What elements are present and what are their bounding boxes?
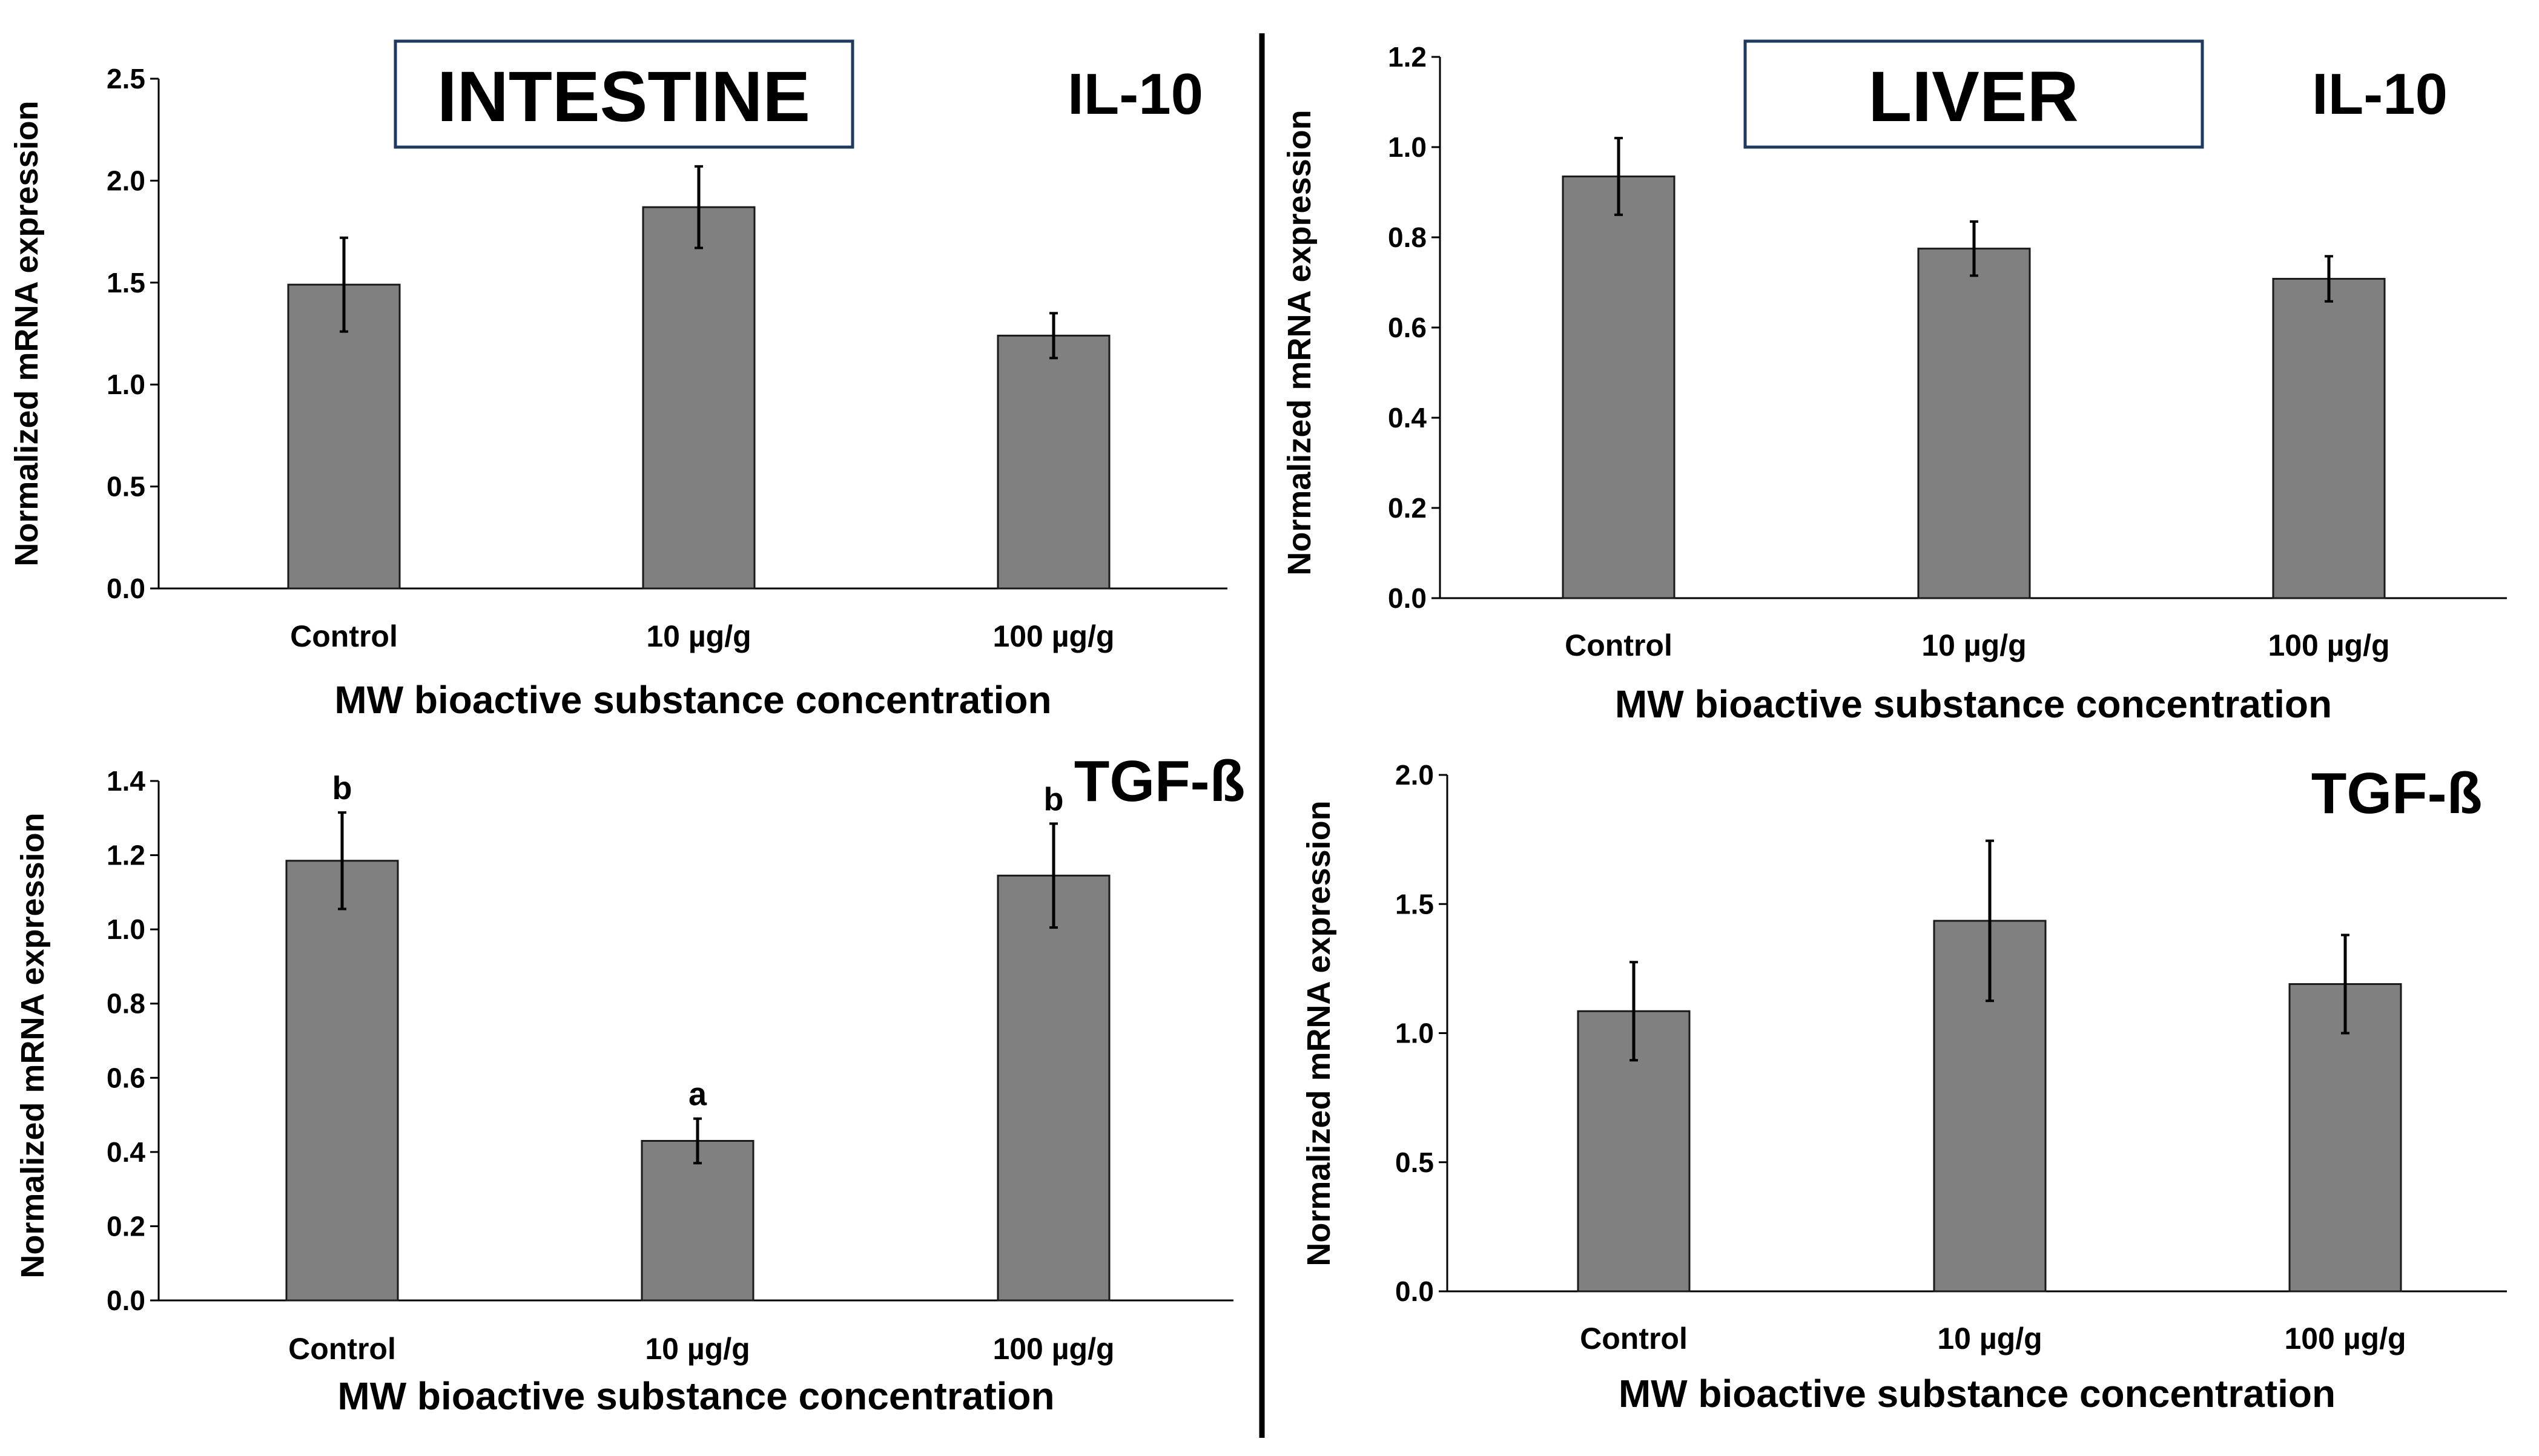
- panel-intestine-tgfb: 0.0 0.2 0.4 0.6 0.8 1.0 1.2 1.4 Control b 10 µg/g a…: [15, 749, 1245, 1418]
- bar: [2288, 983, 2402, 1293]
- y-tick-label: 0.2: [107, 1210, 145, 1242]
- y-tick-label: 0.6: [1388, 312, 1427, 343]
- y-tick-label: 0.5: [107, 471, 145, 502]
- y-tick-label: 1.2: [1388, 41, 1427, 73]
- y-tick-label: 1.4: [107, 765, 145, 797]
- y-tick-label: 0.0: [1388, 582, 1427, 614]
- gene-label: TGF-ß: [2311, 761, 2483, 826]
- significance-letter: b: [1044, 781, 1064, 817]
- category-label: 10 µg/g: [645, 1332, 750, 1366]
- y-tick-label: 0.4: [1388, 402, 1427, 433]
- bar: [1562, 175, 1676, 599]
- gene-label: IL-10: [1068, 62, 1203, 127]
- y-tick-label: 1.0: [107, 914, 145, 945]
- category-label: 100 µg/g: [992, 619, 1114, 653]
- category-label: 100 µg/g: [2268, 628, 2389, 662]
- gene-label: TGF-ß: [1074, 749, 1246, 814]
- category-label: 10 µg/g: [646, 619, 751, 653]
- liver-title-box: LIVER: [1743, 39, 2204, 149]
- intestine-title: INTESTINE: [437, 57, 810, 137]
- x-axis-title: MW bioactive substance concentration: [1615, 682, 2332, 726]
- intestine-title-box: INTESTINE: [394, 39, 854, 149]
- y-tick-label: 2.0: [107, 165, 145, 196]
- category-label: 10 µg/g: [1921, 628, 2026, 662]
- bar: [641, 1139, 754, 1302]
- panel-liver-il10: 0.0 0.2 0.4 0.6 0.8 1.0 1.2 Control 10 µg/g 100 µ…: [1281, 41, 2507, 726]
- y-tick-label: 1.5: [1395, 888, 1434, 920]
- significance-letter: b: [332, 770, 352, 806]
- category-label: Control: [1565, 628, 1672, 662]
- y-tick-label: 0.0: [107, 573, 145, 604]
- x-axis-title: MW bioactive substance concentration: [334, 678, 1051, 722]
- category-label: 10 µg/g: [1937, 1322, 2042, 1356]
- y-tick-label: 0.0: [1395, 1276, 1434, 1307]
- y-tick-label: 1.2: [107, 840, 145, 871]
- significance-letter: a: [688, 1076, 707, 1113]
- y-tick-label: 0.2: [1388, 492, 1427, 524]
- bar: [1917, 248, 2031, 599]
- x-axis-title: MW bioactive substance concentration: [1619, 1372, 2336, 1415]
- y-tick-label: 1.0: [1388, 131, 1427, 163]
- y-tick-label: 2.5: [107, 63, 145, 94]
- y-tick-label: 2.0: [1395, 759, 1434, 791]
- bar: [642, 206, 756, 590]
- bar: [287, 283, 401, 590]
- y-tick-label: 0.6: [107, 1062, 145, 1093]
- category-label: Control: [1580, 1322, 1688, 1356]
- panel-intestine-il10: 0.0 0.5 1.0 1.5 2.0 2.5 Control 10 µg/g 100 µg/g…: [8, 62, 1227, 722]
- category-label: 100 µg/g: [992, 1332, 1114, 1366]
- bar: [285, 860, 399, 1302]
- bar: [997, 874, 1111, 1302]
- category-label: 100 µg/g: [2284, 1322, 2406, 1356]
- y-axis-title: Normalized mRNA expression: [15, 812, 51, 1278]
- y-tick-label: 0.8: [1388, 222, 1427, 253]
- y-tick-label: 1.0: [107, 369, 145, 400]
- y-tick-label: 1.0: [1395, 1018, 1434, 1049]
- y-tick-label: 0.0: [107, 1285, 145, 1316]
- panel-liver-tgfb: 0.0 0.5 1.0 1.5 2.0 Control 10 µg/g 100 µg/g Nor…: [1301, 759, 2507, 1415]
- liver-title: LIVER: [1868, 57, 2079, 137]
- y-axis-title: Normalized mRNA expression: [1281, 110, 1318, 575]
- y-tick-label: 1.5: [107, 267, 145, 298]
- y-tick-label: 0.4: [107, 1136, 145, 1168]
- y-tick-label: 0.8: [107, 988, 145, 1020]
- bar: [2272, 278, 2386, 599]
- y-tick-label: 0.5: [1395, 1147, 1434, 1178]
- gene-label: IL-10: [2312, 62, 2448, 127]
- category-label: Control: [288, 1332, 396, 1366]
- bar: [997, 334, 1111, 590]
- x-axis-title: MW bioactive substance concentration: [337, 1374, 1054, 1418]
- category-label: Control: [290, 619, 398, 653]
- y-axis-title: Normalized mRNA expression: [8, 100, 45, 566]
- y-axis-title: Normalized mRNA expression: [1301, 800, 1337, 1266]
